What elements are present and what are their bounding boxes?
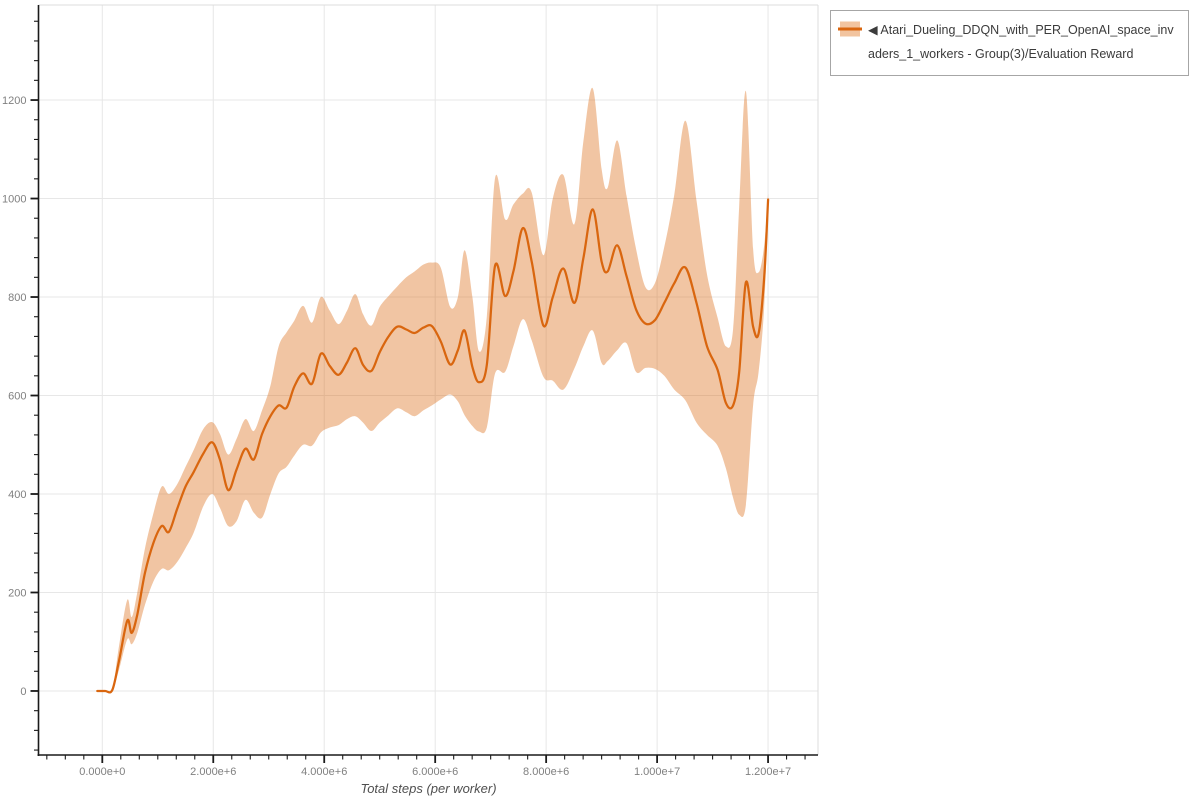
y-tick-label: 400	[8, 489, 26, 501]
x-tick-label: 8.000e+6	[523, 766, 569, 778]
x-tick-label: 1.200e+7	[745, 766, 791, 778]
y-tick-label: 800	[8, 292, 26, 304]
reward-mean-line	[96, 198, 770, 694]
y-tick-label: 1200	[2, 95, 26, 107]
axes	[30, 5, 818, 763]
x-tick-label: 4.000e+6	[301, 766, 347, 778]
y-tick-label: 1000	[2, 194, 26, 206]
grid-lines	[38, 4, 819, 755]
confidence-band	[97, 87, 769, 694]
x-tick-label: 6.000e+6	[412, 766, 458, 778]
x-tick-label: 0.000e+0	[79, 766, 125, 778]
tick-labels: 0.000e+0 2.000e+6 4.000e+6 6.000e+6 8.000e+6…	[2, 95, 791, 778]
x-tick-label: 2.000e+6	[190, 766, 236, 778]
legend-item[interactable]: ◀ Atari_Dueling_DDQN_with_PER_OpenAI_spa…	[830, 10, 1189, 76]
y-tick-label: 0	[20, 686, 26, 698]
series-evaluation-reward	[96, 87, 770, 694]
y-tick-label: 200	[8, 587, 26, 599]
legend-swatch-icon	[838, 21, 862, 37]
x-tick-label: 1.000e+7	[634, 766, 680, 778]
y-tick-label: 600	[8, 391, 26, 403]
x-axis-title: Total steps (per worker)	[360, 781, 497, 796]
legend-series-label: ◀ Atari_Dueling_DDQN_with_PER_OpenAI_spa…	[868, 23, 1174, 61]
